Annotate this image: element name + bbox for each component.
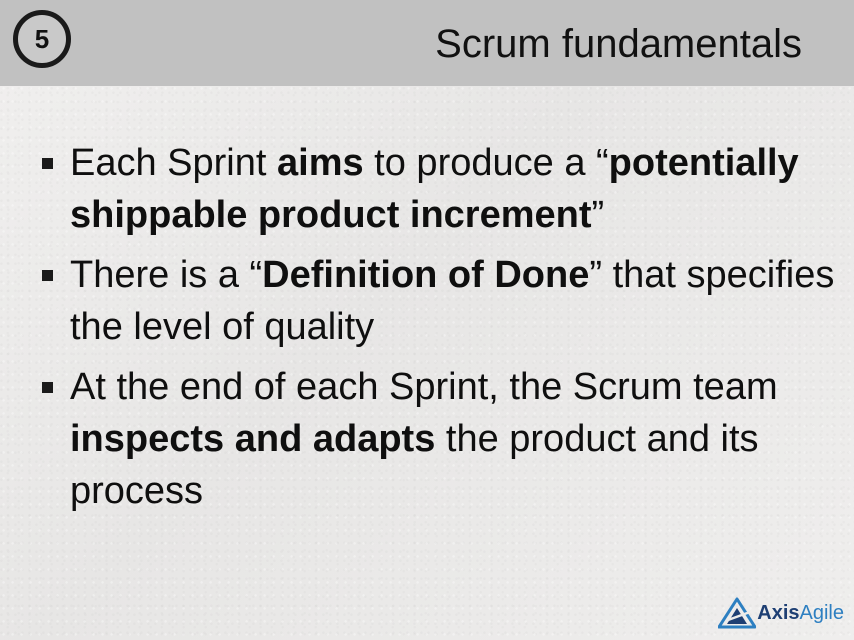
logo-wordmark: AxisAgile <box>757 602 844 624</box>
slide-title: Scrum fundamentals <box>435 22 802 66</box>
bullet-item-definition-of-done: There is a “Definition of Done” that spe… <box>36 249 836 353</box>
square-bullet-icon <box>42 382 53 393</box>
bullet-list: Each Sprint aims to produce a “potential… <box>36 137 836 525</box>
slide-number-badge: 5 <box>13 10 71 68</box>
square-bullet-icon <box>42 270 53 281</box>
bullet-text: There is a “Definition of Done” that spe… <box>70 254 835 348</box>
bullet-text: Each Sprint aims to produce a “potential… <box>70 142 799 236</box>
axis-agile-logo: AxisAgile <box>718 596 844 630</box>
triangle-logo-icon <box>718 597 757 629</box>
title-bar: 5 Scrum fundamentals <box>0 0 854 86</box>
slide-number: 5 <box>34 24 50 54</box>
bullet-item-inspect-adapt: At the end of each Sprint, the Scrum tea… <box>36 361 836 517</box>
bullet-text: At the end of each Sprint, the Scrum tea… <box>70 366 778 512</box>
bullet-item-sprint-increment: Each Sprint aims to produce a “potential… <box>36 137 836 241</box>
square-bullet-icon <box>42 158 53 169</box>
